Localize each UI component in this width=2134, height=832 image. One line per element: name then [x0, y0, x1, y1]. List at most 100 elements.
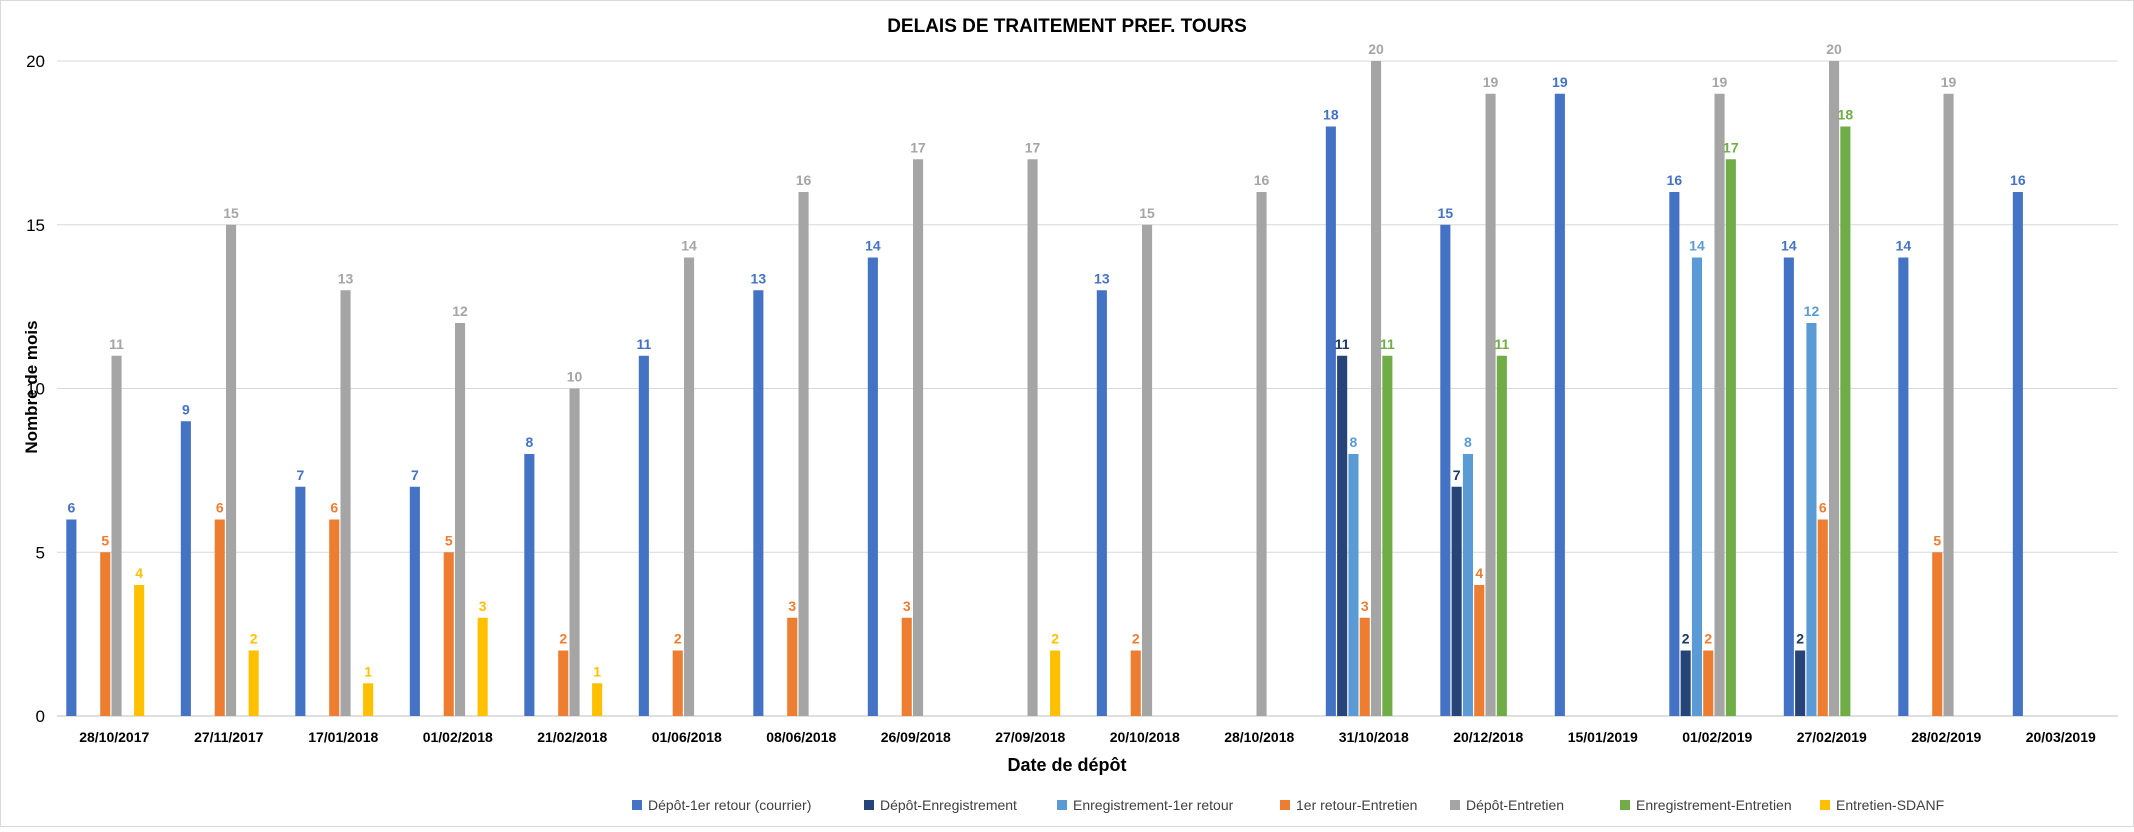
data-label: 13 [338, 270, 354, 286]
bar [787, 617, 798, 716]
bar [913, 159, 924, 716]
data-label: 2 [250, 631, 258, 647]
x-tick-label: 08/06/2018 [766, 729, 836, 745]
bar [569, 388, 580, 716]
bar [1256, 192, 1267, 716]
data-label: 14 [865, 238, 881, 254]
x-tick-label: 28/10/2018 [1224, 729, 1294, 745]
bar [753, 290, 764, 716]
data-label: 13 [1094, 270, 1110, 286]
bar [1714, 93, 1725, 716]
x-tick-label: 31/10/2018 [1339, 729, 1409, 745]
x-tick-label: 27/09/2018 [995, 729, 1065, 745]
legend-label: 1er retour-Entretien [1296, 797, 1417, 813]
data-label: 8 [1350, 434, 1358, 450]
bar [1680, 650, 1691, 716]
x-tick-label: 26/09/2018 [881, 729, 951, 745]
legend-label: Dépôt-Entretien [1466, 797, 1564, 813]
data-label: 5 [445, 532, 453, 548]
x-tick-label: 01/06/2018 [652, 729, 722, 745]
bar [248, 650, 259, 716]
data-label: 2 [1051, 631, 1059, 647]
bar [672, 650, 683, 716]
legend-label: Enregistrement-1er retour [1073, 797, 1234, 813]
y-axis-label: Nombre de mois [22, 320, 41, 453]
bar [363, 683, 374, 716]
bar [1725, 159, 1736, 716]
bar [443, 552, 454, 716]
bar [455, 323, 466, 716]
bar [1130, 650, 1141, 716]
data-label: 15 [1438, 205, 1454, 221]
legend-swatch [1620, 800, 1630, 810]
bar [558, 650, 569, 716]
legend-swatch [864, 800, 874, 810]
bar [329, 519, 340, 716]
bar [1669, 192, 1680, 716]
x-tick-label: 27/11/2017 [194, 729, 264, 745]
data-label: 6 [330, 500, 338, 516]
bar [798, 192, 809, 716]
bar [340, 290, 351, 716]
bar [1703, 650, 1714, 716]
data-label: 12 [452, 303, 468, 319]
bar [66, 519, 77, 716]
data-label: 3 [479, 598, 487, 614]
data-label: 11 [1380, 336, 1395, 352]
data-label: 16 [796, 172, 812, 188]
legend-label: Dépôt-Enregistrement [880, 797, 1017, 813]
y-tick-label: 5 [36, 543, 45, 562]
y-tick-label: 10 [26, 380, 45, 399]
data-label: 1 [364, 663, 372, 679]
bar [638, 355, 649, 716]
legend-swatch [1280, 800, 1290, 810]
y-tick-label: 0 [36, 707, 45, 726]
bar [1806, 323, 1817, 716]
bar [1050, 650, 1061, 716]
data-label: 16 [2010, 172, 2026, 188]
bar [1096, 290, 1107, 716]
bar [1691, 257, 1702, 716]
x-axis-label: Date de dépôt [1007, 755, 1126, 775]
bar [180, 421, 191, 716]
legend-label: Enregistrement-Entretien [1636, 797, 1792, 813]
bar [524, 454, 535, 716]
data-label: 12 [1804, 303, 1820, 319]
bar [1485, 93, 1496, 716]
bar [2012, 192, 2023, 716]
x-tick-label: 27/02/2019 [1797, 729, 1867, 745]
data-label: 17 [1723, 139, 1739, 155]
bar [1440, 224, 1451, 716]
bar [867, 257, 878, 716]
data-label: 14 [681, 238, 697, 254]
data-label: 5 [101, 532, 109, 548]
y-axis-ticks: 0 5 10 15 20 [26, 52, 45, 726]
data-label: 2 [1132, 631, 1140, 647]
bar [1783, 257, 1794, 716]
data-label: 3 [903, 598, 911, 614]
data-label: 19 [1712, 74, 1728, 90]
bar [111, 355, 122, 716]
bar [1371, 61, 1382, 716]
bar [1554, 93, 1565, 716]
bar [1817, 519, 1828, 716]
legend-swatch [1820, 800, 1830, 810]
data-label: 17 [1025, 139, 1041, 155]
gridlines [57, 60, 2118, 717]
legend-label: Entretien-SDANF [1836, 797, 1944, 813]
data-label: 19 [1483, 74, 1499, 90]
data-label: 11 [109, 336, 124, 352]
data-label: 7 [411, 467, 419, 483]
data-label: 11 [1335, 336, 1350, 352]
data-label: 15 [223, 205, 239, 221]
bar [100, 552, 111, 716]
bar [901, 617, 912, 716]
data-label: 7 [296, 467, 304, 483]
data-label: 7 [1453, 467, 1461, 483]
data-label: 15 [1139, 205, 1155, 221]
data-label: 16 [1667, 172, 1683, 188]
data-label: 17 [910, 139, 926, 155]
